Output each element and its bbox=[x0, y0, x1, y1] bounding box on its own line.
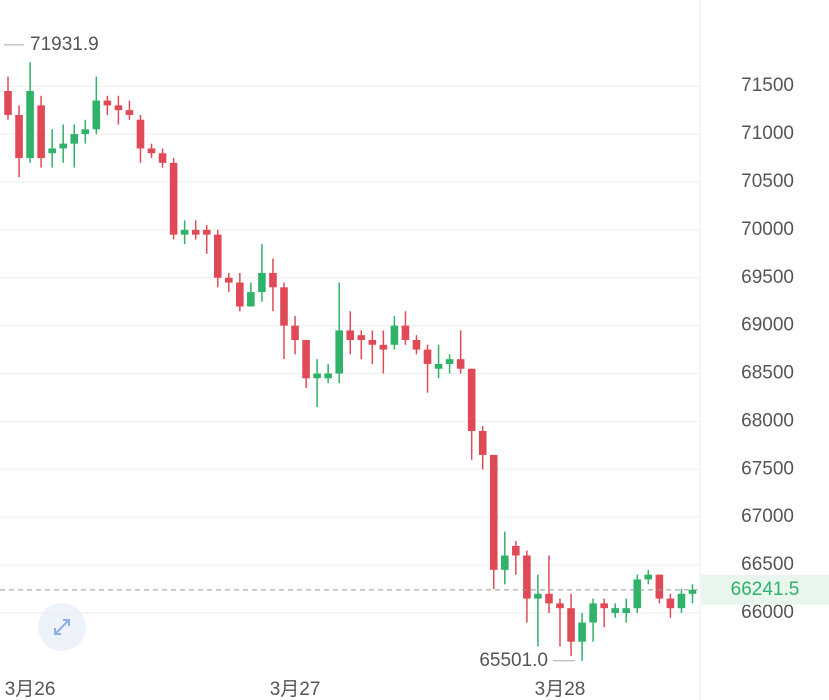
candle-body bbox=[523, 555, 531, 599]
candle-body bbox=[302, 340, 310, 379]
candle-body bbox=[688, 589, 697, 594]
candle-body bbox=[456, 359, 465, 369]
y-tick-label: 68500 bbox=[741, 363, 794, 384]
min-marker-label: 65501.0 bbox=[479, 650, 548, 671]
candle-body bbox=[4, 90, 12, 115]
y-tick-label: 71000 bbox=[741, 123, 794, 144]
candle-body bbox=[269, 272, 277, 288]
expand-icon[interactable] bbox=[54, 619, 70, 635]
candle-body bbox=[324, 373, 332, 379]
candle-body bbox=[644, 574, 653, 580]
candle-body bbox=[467, 368, 476, 431]
candle-body bbox=[92, 100, 101, 130]
candle-body bbox=[225, 277, 233, 283]
candle-body bbox=[567, 608, 575, 642]
candle-body bbox=[202, 229, 211, 235]
candle-body bbox=[600, 603, 608, 609]
y-tick-label: 70000 bbox=[741, 219, 794, 240]
x-tick-label: 3月27 bbox=[270, 679, 321, 700]
candle-body bbox=[666, 598, 675, 609]
candle-body bbox=[213, 234, 222, 278]
candle-body bbox=[59, 143, 67, 149]
max-marker-label: 71931.9 bbox=[30, 34, 99, 55]
candle-body bbox=[258, 272, 266, 293]
expand-button[interactable] bbox=[38, 603, 86, 651]
candle-body bbox=[633, 579, 642, 609]
candle-body bbox=[434, 363, 443, 369]
candle-body bbox=[478, 430, 487, 455]
candle-body bbox=[280, 287, 288, 326]
candle-body bbox=[677, 593, 686, 609]
candle-body bbox=[291, 325, 299, 340]
candle-body bbox=[489, 454, 498, 570]
candle-body bbox=[158, 153, 167, 163]
candle-body bbox=[147, 148, 156, 154]
candle-body bbox=[15, 114, 23, 159]
candle-body bbox=[103, 100, 112, 106]
y-tick-label: 66000 bbox=[741, 602, 794, 623]
y-tick-label: 69000 bbox=[741, 315, 794, 336]
candle-body bbox=[125, 110, 134, 115]
x-tick-label: 3月28 bbox=[535, 679, 586, 700]
y-tick-label: 69500 bbox=[741, 267, 794, 288]
candle-body bbox=[545, 593, 553, 604]
last-price-label: 66241.5 bbox=[731, 579, 800, 600]
y-tick-label: 67000 bbox=[741, 506, 794, 527]
candle-body bbox=[534, 593, 542, 599]
candle-body bbox=[401, 325, 410, 340]
candle-body bbox=[423, 349, 432, 364]
candle-body bbox=[379, 344, 388, 350]
candle-body bbox=[501, 555, 509, 570]
candle-body bbox=[622, 608, 631, 613]
candle-body bbox=[247, 292, 255, 307]
candle-body bbox=[412, 340, 421, 350]
candle-body bbox=[26, 90, 34, 159]
candle-body bbox=[611, 608, 619, 613]
candle-body bbox=[346, 330, 355, 340]
y-tick-label: 71500 bbox=[741, 75, 794, 96]
candle-body bbox=[114, 105, 123, 111]
candle-body bbox=[313, 373, 321, 379]
candle-body bbox=[48, 148, 56, 154]
candle-body bbox=[512, 545, 520, 556]
candle-body bbox=[445, 359, 454, 364]
y-tick-label: 70500 bbox=[741, 171, 794, 192]
candle-body bbox=[180, 229, 189, 235]
y-tick-label: 68000 bbox=[741, 410, 794, 431]
y-tick-label: 66500 bbox=[741, 554, 794, 575]
last-price-box bbox=[701, 574, 829, 605]
candle-body bbox=[236, 282, 244, 307]
candle-body bbox=[368, 340, 377, 345]
candle-body bbox=[578, 622, 586, 642]
candle-body bbox=[81, 129, 90, 135]
candle-body bbox=[589, 603, 597, 623]
candle-body bbox=[655, 574, 664, 599]
candle-body bbox=[169, 162, 178, 235]
candle-body bbox=[390, 325, 399, 345]
candle-body bbox=[37, 105, 45, 159]
y-tick-label: 67500 bbox=[741, 458, 794, 479]
candle-body bbox=[70, 134, 79, 144]
candle-body bbox=[191, 229, 200, 235]
candle-body bbox=[556, 603, 564, 609]
candle-body bbox=[335, 330, 343, 374]
x-tick-label: 3月26 bbox=[5, 679, 56, 700]
candle-body bbox=[136, 119, 145, 149]
candle-body bbox=[357, 335, 366, 340]
